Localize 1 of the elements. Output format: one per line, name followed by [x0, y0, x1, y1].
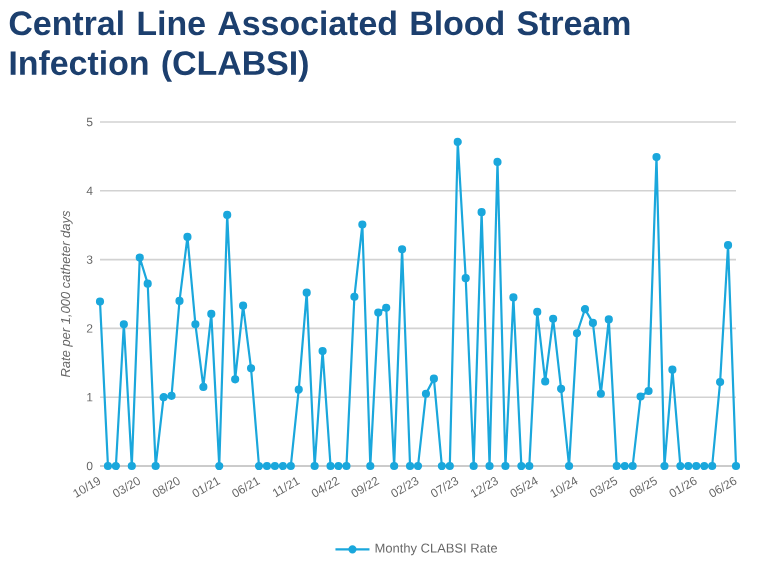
- chart-title: Central Line Associated Blood Stream Infection (CLABSI): [9, 10, 630, 82]
